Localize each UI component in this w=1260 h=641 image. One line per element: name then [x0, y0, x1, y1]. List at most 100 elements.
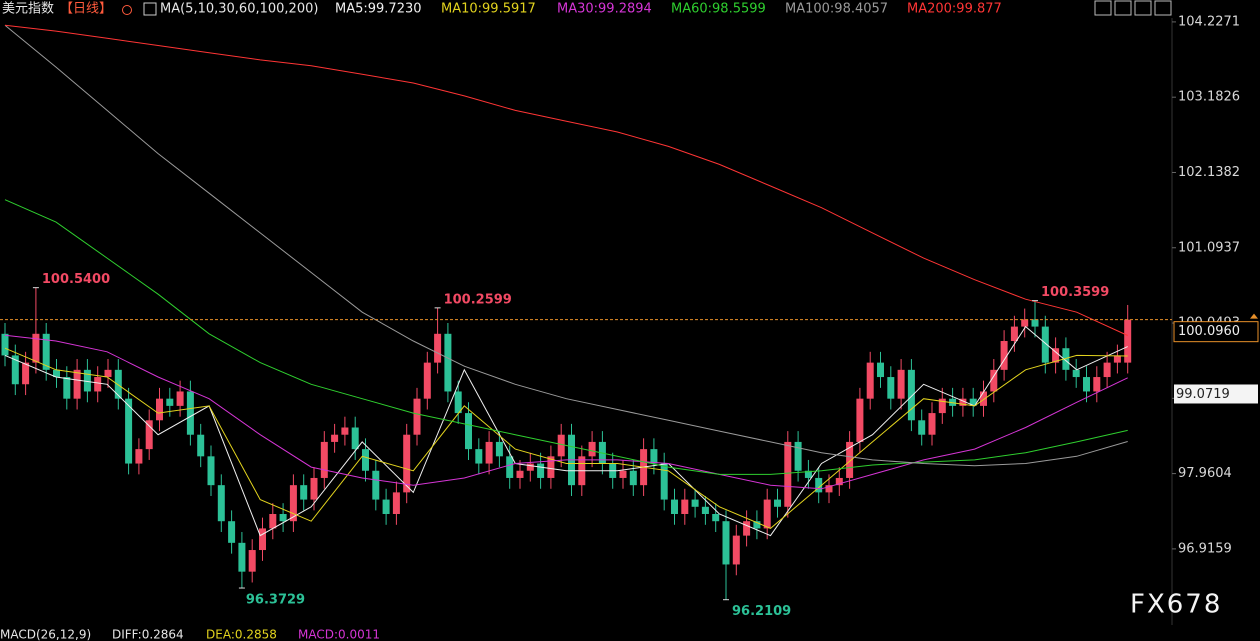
- candle-body: [1072, 369, 1080, 378]
- candle-body: [475, 449, 483, 464]
- ma-line: [4, 199, 1128, 475]
- candle-body: [907, 369, 915, 421]
- candle-body: [588, 441, 596, 457]
- candle-body: [186, 391, 194, 435]
- candle-body: [763, 499, 771, 529]
- candle-body: [156, 398, 163, 421]
- annotation: 96.2109: [732, 604, 791, 619]
- y-tick-label: 102.1382: [1178, 165, 1240, 180]
- candle-body: [516, 470, 524, 478]
- candle-body: [166, 398, 174, 406]
- candle-body: [712, 513, 720, 522]
- macd-diff: DIFF:0.2864: [112, 628, 184, 641]
- add-icon[interactable]: [122, 5, 132, 15]
- ma-line: [4, 24, 1128, 467]
- tool-button[interactable]: [1114, 0, 1132, 16]
- cursor-price-label: 99.0719: [1176, 387, 1230, 402]
- candle-body: [784, 441, 792, 507]
- legend-entry: MA10:99.5917: [441, 2, 536, 17]
- candle-body: [465, 413, 472, 450]
- watermark: FX678: [1130, 590, 1222, 620]
- candle-body: [11, 355, 19, 385]
- candle-body: [887, 377, 895, 399]
- candle-body: [1010, 326, 1018, 342]
- candle-body: [794, 441, 802, 471]
- candle-body: [1083, 377, 1090, 392]
- candle-body: [125, 398, 133, 464]
- legend-entry: MA200:99.877: [907, 2, 1002, 17]
- candle-body: [1, 333, 9, 356]
- candle-body: [145, 420, 153, 450]
- y-tick-label: 103.1826: [1178, 90, 1240, 105]
- y-tick-label: 96.9159: [1178, 541, 1232, 556]
- candle-body: [1021, 319, 1029, 327]
- symbol: 美元指数: [2, 2, 54, 17]
- candle-body: [774, 499, 781, 507]
- candle-body: [279, 513, 287, 522]
- legend-entry: MA5:99.7230: [335, 2, 422, 17]
- candle-body: [650, 449, 658, 464]
- candle-body: [320, 441, 328, 478]
- candle-body: [423, 362, 431, 399]
- candle-body: [804, 470, 812, 478]
- candle-body: [1124, 319, 1132, 363]
- candle-body: [351, 427, 359, 450]
- macd-value: MACD:0.0011: [298, 628, 380, 641]
- candle-body: [444, 333, 452, 392]
- period[interactable]: 【日线】: [60, 2, 112, 17]
- candle-body: [259, 528, 266, 551]
- candle-body: [681, 499, 689, 514]
- candle-body: [990, 369, 998, 392]
- candle-body: [197, 434, 205, 457]
- ma-line: [4, 24, 1128, 336]
- candle-body: [846, 441, 854, 478]
- candle-body: [331, 434, 339, 442]
- candle-body: [228, 521, 236, 543]
- candle-body: [104, 369, 112, 378]
- candle-body: [1113, 355, 1121, 363]
- legend-entry: MA60:98.5599: [671, 2, 766, 17]
- indicator-icon[interactable]: [143, 2, 157, 16]
- toolbar: [1094, 0, 1172, 16]
- y-tick-label: 101.0937: [1178, 240, 1240, 255]
- candle-body: [732, 535, 740, 565]
- y-tick-label: 104.2271: [1178, 14, 1240, 29]
- tool-button[interactable]: [1094, 0, 1112, 16]
- candle-body: [537, 463, 545, 478]
- candle-body: [959, 398, 967, 406]
- candle-body: [403, 434, 411, 493]
- candle-body: [73, 369, 81, 399]
- candle-body: [94, 377, 102, 392]
- candle-body: [1103, 362, 1111, 378]
- ma-line: [4, 334, 1128, 490]
- candle-body: [619, 470, 627, 478]
- candle-body: [248, 550, 256, 572]
- candle-body: [135, 449, 143, 464]
- candle-body: [671, 499, 678, 514]
- candle-body: [856, 398, 864, 442]
- y-tick-label: 97.9604: [1178, 466, 1232, 481]
- candle-body: [753, 521, 761, 529]
- candle-body: [362, 449, 369, 471]
- candle-body: [526, 463, 534, 471]
- candle-body: [382, 499, 390, 514]
- candle-body: [310, 477, 318, 500]
- candle-body: [485, 441, 493, 464]
- tool-button[interactable]: [1154, 0, 1172, 16]
- candle-body: [877, 362, 884, 378]
- candle-body: [83, 369, 91, 392]
- candle-body: [980, 391, 987, 406]
- candle-body: [547, 456, 555, 478]
- candle-body: [434, 333, 442, 363]
- candle-body: [506, 456, 514, 478]
- plot: [1, 24, 1132, 600]
- last-price-label: 100.0960: [1178, 324, 1240, 339]
- annotation: 100.3599: [1041, 285, 1109, 300]
- candle-body: [949, 398, 957, 406]
- tool-button[interactable]: [1134, 0, 1152, 16]
- candle-body: [207, 456, 215, 486]
- candle-body: [938, 398, 946, 414]
- candle-body: [815, 477, 823, 493]
